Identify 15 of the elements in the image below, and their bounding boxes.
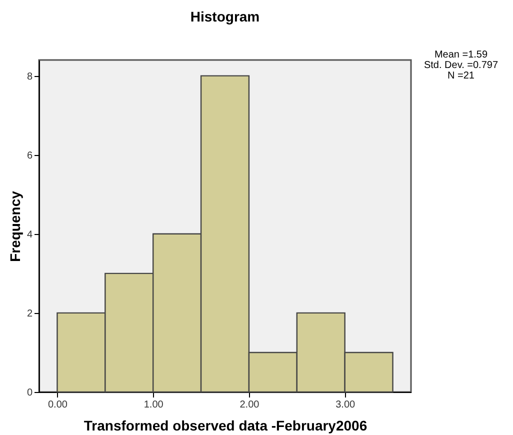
x-tick-label: 1.00 xyxy=(144,400,164,410)
text: Std. Dev. =0.797 xyxy=(424,60,498,71)
y-tick-label: 4 xyxy=(26,229,33,240)
y-axis-title: Frequency xyxy=(6,190,23,262)
text: Mean =1.59 xyxy=(434,50,488,61)
y-tick-label: 8 xyxy=(26,71,33,82)
y-tick-label: 6 xyxy=(26,150,33,162)
x-tick-label: 3.00 xyxy=(336,400,356,410)
x-tick-label: 0.00 xyxy=(48,400,68,410)
x-tick-label: 2.00 xyxy=(240,400,260,410)
x-axis-title: Transformed observed data -February2006 xyxy=(84,418,368,434)
y-tick-label: 2 xyxy=(26,308,33,320)
y-tick-label: 0 xyxy=(26,388,33,398)
chart-title: Histogram xyxy=(190,8,260,25)
text: N =21 xyxy=(448,70,475,82)
